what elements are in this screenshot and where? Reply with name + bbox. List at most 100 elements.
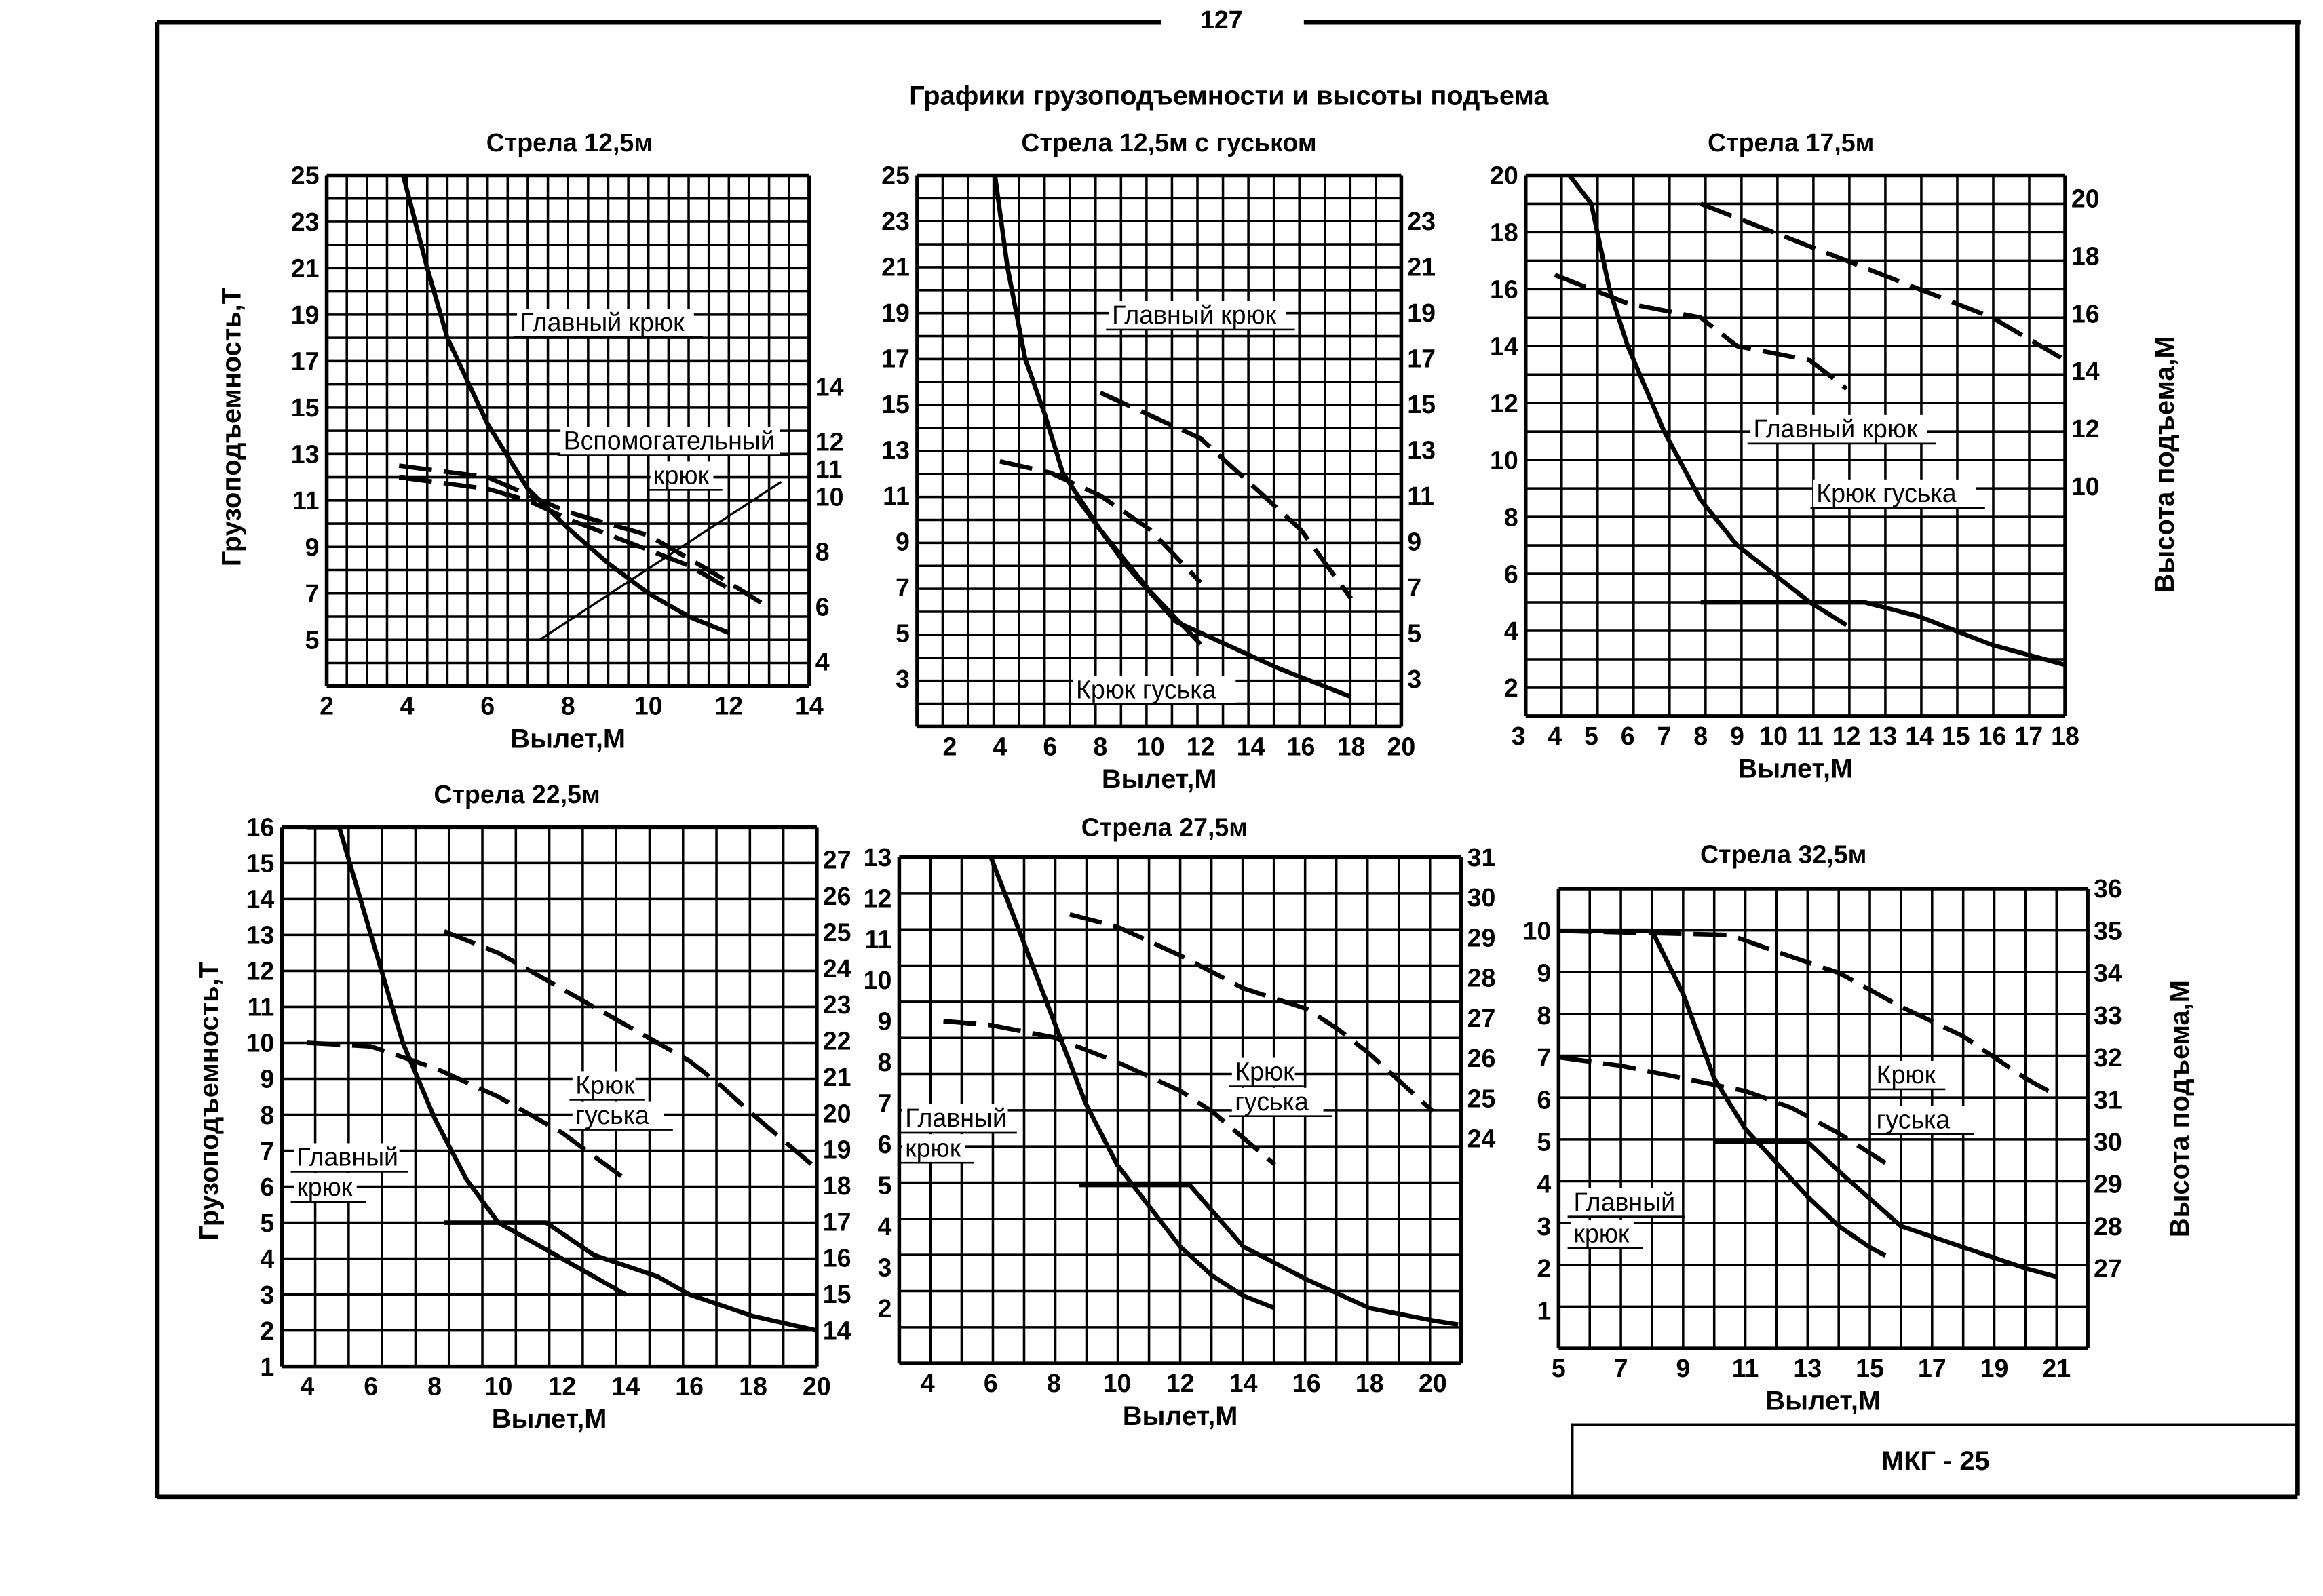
- x-tick-label: 8: [1047, 1369, 1061, 1397]
- y-tick-label: 19: [881, 298, 910, 327]
- y-tick-label: 8: [1504, 503, 1518, 531]
- x-tick-label: 9: [1676, 1354, 1690, 1382]
- annotation-background: [1231, 1057, 1295, 1087]
- annotation-label: Главный: [296, 1143, 398, 1171]
- y-right-tick-label: 25: [1467, 1084, 1496, 1112]
- y-right-tick-label: 11: [815, 455, 843, 484]
- y-right-tick-label: 27: [2094, 1254, 2122, 1283]
- annotation-background: [1873, 1060, 1937, 1089]
- y-tick-label: 9: [260, 1065, 274, 1093]
- x-tick-label: 12: [714, 692, 743, 720]
- annotation-label: гуська: [575, 1101, 649, 1129]
- y-tick-label: 15: [881, 390, 910, 419]
- x-axis-label: Вылет,М: [1765, 1386, 1881, 1416]
- y-tick-label: 17: [291, 347, 320, 376]
- y-tick-label: 3: [260, 1281, 274, 1309]
- x-tick-label: 10: [484, 1372, 513, 1401]
- y-right-axis-label: Высота подъема,М: [2164, 980, 2195, 1238]
- y-tick-label: 12: [1490, 389, 1518, 417]
- y-right-tick-label: 18: [823, 1171, 851, 1200]
- chart-title: Стрела 17,5м: [1708, 128, 1875, 157]
- x-tick-label: 3: [1512, 722, 1526, 750]
- y-right-tick-label: 16: [2071, 299, 2100, 328]
- y-right-tick-label: 23: [1407, 207, 1436, 235]
- y-tick-label: 11: [292, 486, 320, 515]
- y-tick-label: 10: [864, 966, 892, 994]
- y-right-tick-label: 29: [2094, 1170, 2122, 1199]
- annotation-background: [902, 1134, 965, 1163]
- y-tick-label: 6: [1504, 560, 1518, 588]
- annotation-background: [1873, 1106, 1965, 1135]
- y-right-tick-label: 21: [823, 1063, 851, 1091]
- x-tick-label: 16: [1292, 1369, 1321, 1397]
- series-line-2: [1073, 494, 1352, 699]
- y-tick-label: 19: [291, 300, 320, 329]
- y-tick-label: 4: [1504, 617, 1518, 645]
- x-tick-label: 6: [1621, 722, 1635, 750]
- annotation-label: Крюк: [1877, 1060, 1936, 1089]
- annotation-background: [650, 461, 714, 490]
- y-right-tick-label: 15: [823, 1280, 851, 1308]
- y-tick-label: 14: [246, 885, 274, 914]
- x-tick-label: 8: [1693, 722, 1708, 750]
- x-tick-label: 14: [611, 1372, 640, 1401]
- x-tick-label: 4: [300, 1372, 314, 1401]
- series-line-1: [911, 855, 1276, 1310]
- y-tick-label: 13: [291, 440, 320, 469]
- chart-1: 2 4 6 8 10 12 14252321191715131197514121110864…: [291, 161, 844, 720]
- y-right-tick-label: 19: [1407, 298, 1436, 327]
- x-tick-label: 11: [1797, 722, 1824, 750]
- y-tick-label: 17: [881, 345, 910, 373]
- series-line-4: [1069, 912, 1435, 1113]
- series-line-4: [1099, 390, 1354, 600]
- y-tick-label: 9: [305, 533, 320, 562]
- x-tick-label: 6: [480, 692, 495, 720]
- y-right-tick-label: 29: [1467, 923, 1496, 952]
- y-right-tick-label: 21: [1407, 253, 1436, 281]
- y-right-tick-label: 9: [1407, 527, 1421, 556]
- y-tick-label: 1: [1537, 1296, 1551, 1325]
- y-right-tick-label: 13: [1407, 435, 1436, 464]
- y-right-tick-label: 32: [2094, 1043, 2122, 1072]
- y-right-tick-label: 27: [823, 846, 851, 874]
- y-tick-label: 10: [246, 1029, 274, 1057]
- y-tick-label: 15: [291, 393, 320, 422]
- y-tick-label: 7: [1537, 1043, 1551, 1072]
- x-tick-label: 4: [921, 1369, 935, 1397]
- y-tick-label: 7: [896, 573, 910, 602]
- y-right-tick-label: 15: [1407, 390, 1436, 419]
- annotation-background: [1813, 479, 1976, 508]
- y-right-tick-label: 23: [823, 990, 851, 1019]
- y-tick-label: 25: [291, 161, 320, 190]
- annotation-label: Вспомогательный: [564, 427, 775, 455]
- series-line-4: [443, 929, 819, 1171]
- x-tick-label: 2: [943, 732, 957, 760]
- annotation-label: крюк: [1573, 1219, 1629, 1247]
- x-tick-label: 14: [1905, 722, 1934, 750]
- x-tick-label: 13: [1868, 722, 1897, 750]
- y-right-tick-label: 8: [815, 538, 830, 566]
- x-tick-label: 18: [1356, 1369, 1384, 1397]
- annotation-background: [1073, 676, 1236, 705]
- annotation-label: Главный: [1573, 1188, 1675, 1216]
- y-tick-label: 8: [1537, 1001, 1551, 1030]
- annotation-background: [1571, 1188, 1676, 1217]
- y-right-tick-label: 30: [1467, 883, 1496, 912]
- y-right-tick-label: 3: [1407, 665, 1421, 693]
- y-tick-label: 6: [1537, 1085, 1551, 1114]
- y-tick-label: 16: [1490, 275, 1518, 304]
- y-right-tick-label: 25: [823, 918, 851, 946]
- y-tick-label: 12: [246, 957, 274, 986]
- x-tick-label: 8: [427, 1372, 442, 1401]
- y-tick-label: 2: [1537, 1254, 1551, 1283]
- y-tick-label: 5: [260, 1209, 274, 1237]
- y-right-tick-label: 12: [2071, 414, 2100, 443]
- annotation-background: [293, 1173, 357, 1202]
- annotation-label: крюк: [653, 461, 709, 490]
- y-tick-label: 6: [260, 1173, 274, 1201]
- y-right-tick-label: 36: [2094, 874, 2122, 903]
- y-tick-label: 14: [1490, 332, 1518, 361]
- x-tick-label: 20: [1387, 732, 1416, 760]
- y-tick-label: 5: [877, 1171, 891, 1199]
- x-tick-label: 19: [1980, 1354, 2009, 1382]
